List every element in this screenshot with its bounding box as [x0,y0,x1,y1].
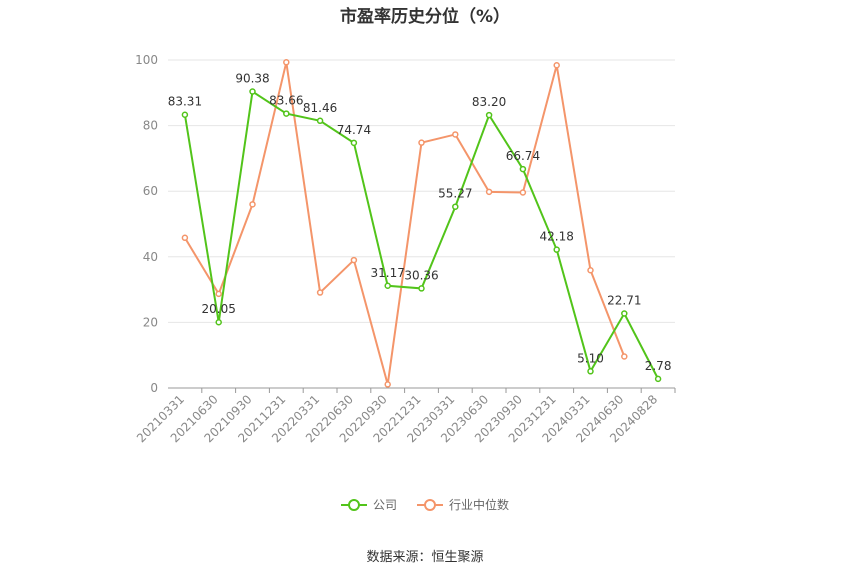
data-label: 66.74 [506,149,540,163]
data-point [553,246,560,253]
data-label: 31.17 [371,266,405,280]
data-point [283,59,290,66]
data-point [249,88,256,95]
y-tick-label: 80 [143,119,158,133]
y-tick-label: 40 [143,250,158,264]
data-point [350,139,358,147]
legend-item-industry-median[interactable]: 行业中位数 [417,496,509,513]
data-point [418,139,425,146]
legend-item-company[interactable]: 公司 [340,496,397,513]
data-point [485,111,493,119]
legend: 公司 行业中位数 [0,496,850,513]
legend-label-company: 公司 [372,498,397,512]
data-label: 55.27 [438,187,472,201]
data-point [418,285,425,292]
y-tick-label: 0 [150,381,158,395]
data-label: 42.18 [540,230,574,244]
y-tick-label: 20 [143,315,158,329]
data-point [553,61,560,69]
data-label: 22.71 [607,294,641,308]
data-point [249,201,256,208]
data-point [181,111,189,118]
data-point [215,290,222,298]
data-point [452,203,459,210]
data-label: 83.66 [269,94,303,108]
data-point [519,165,527,173]
series-line-0 [183,89,659,380]
data-label: 74.74 [337,123,371,137]
chart-title: 市盈率历史分位（%） [339,7,511,27]
data-point [654,375,662,383]
data-point [519,189,527,196]
data-point [621,310,628,317]
data-point [587,368,594,375]
data-point [587,266,594,274]
data-point [316,289,324,296]
data-point [350,256,358,264]
data-label: 81.46 [303,101,337,115]
data-label: 30.36 [404,268,438,282]
data-label: 2.78 [645,359,672,373]
data-point [452,131,459,138]
data-point [215,318,222,326]
data-label: 90.38 [235,72,269,86]
data-point [316,117,324,125]
data-point [621,353,628,360]
data-label: 83.20 [472,95,506,109]
y-tick-label: 60 [143,184,158,198]
data-label: 83.31 [168,95,202,109]
data-point [181,234,189,242]
legend-swatch-industry-median [417,498,443,512]
data-point [485,188,493,196]
data-point [283,110,290,117]
series-line-1 [184,62,626,385]
data-point [384,282,391,290]
y-tick-label: 100 [135,53,158,67]
data-source: 数据来源：恒生聚源 [366,550,484,565]
legend-label-industry-median: 行业中位数 [449,498,510,512]
data-label: 5.10 [577,351,604,365]
data-label: 20.05 [202,302,236,316]
legend-swatch-company [340,498,367,512]
data-point [384,381,391,388]
